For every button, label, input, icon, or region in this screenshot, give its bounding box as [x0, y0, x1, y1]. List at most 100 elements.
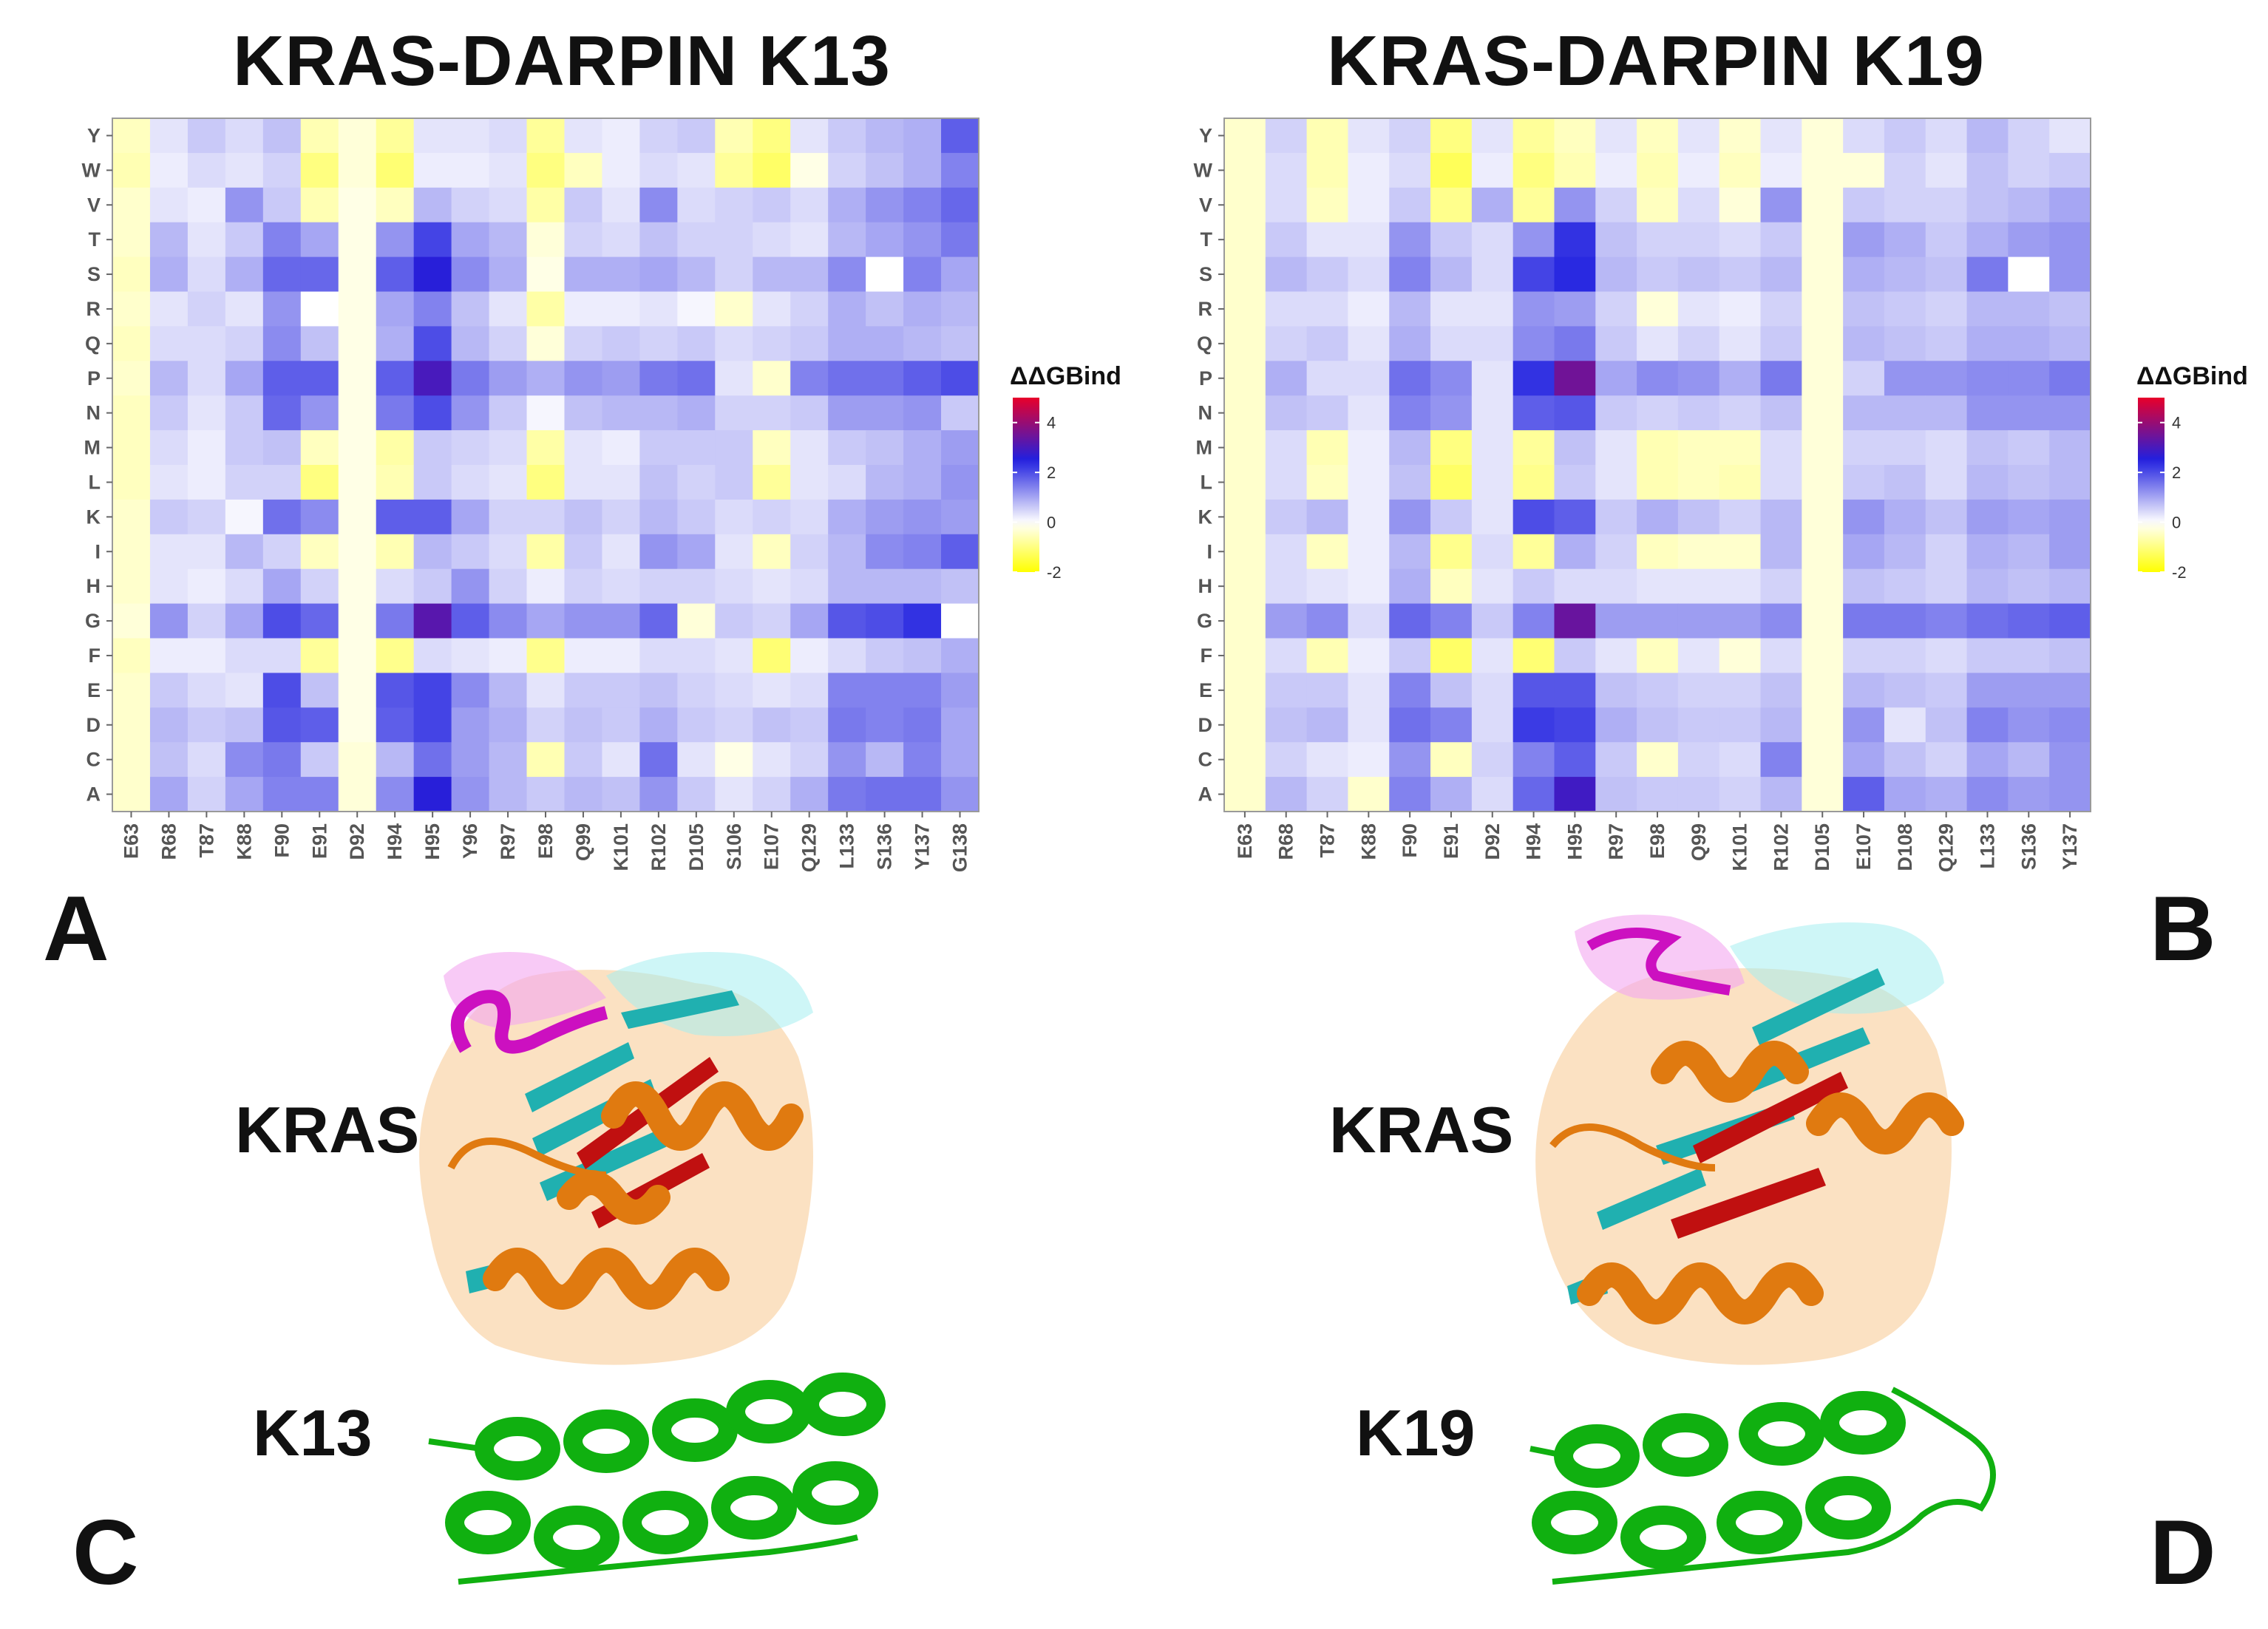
- heatmap-cell: [602, 534, 640, 570]
- heatmap-cell: [413, 638, 452, 673]
- heatmap-cell: [262, 638, 302, 673]
- heatmap-cell: [790, 638, 829, 673]
- heatmap-cell: [300, 499, 339, 535]
- heatmap-cell: [639, 673, 678, 708]
- heatmap-cell: [112, 707, 151, 743]
- heatmap-cell: [677, 187, 716, 223]
- heatmap-cell: [1430, 291, 1473, 327]
- colorbar-tick-label: 4: [1047, 414, 1056, 432]
- heatmap-cell: [639, 534, 678, 570]
- y-tick-label: V: [1199, 194, 1212, 216]
- y-tick-label: S: [87, 263, 101, 285]
- heatmap-cell: [2049, 638, 2091, 673]
- heatmap-cell: [1966, 118, 2009, 154]
- heatmap-cell: [1430, 465, 1473, 500]
- heatmap-cell: [753, 638, 791, 673]
- heatmap-cell: [2008, 152, 2050, 188]
- heatmap-cell: [1265, 707, 1308, 743]
- heatmap-cell: [715, 430, 753, 466]
- heatmap-cell: [753, 256, 791, 293]
- heatmap-cell: [1471, 707, 1514, 743]
- heatmap-cell: [639, 326, 678, 361]
- heatmap-cell: [225, 395, 264, 431]
- heatmap-cell: [1966, 777, 2009, 812]
- y-tick-label: E: [87, 679, 101, 701]
- heatmap-cell: [225, 742, 264, 778]
- heatmap-cell: [187, 673, 226, 708]
- heatmap-cell: [262, 568, 302, 605]
- heatmap-cell: [451, 534, 490, 570]
- heatmap-cell: [1760, 187, 1802, 223]
- heatmap-cell: [828, 187, 866, 223]
- heatmap-cell: [376, 187, 415, 223]
- heatmap-cell: [1224, 118, 1266, 154]
- heatmap-cell: [413, 430, 452, 466]
- heatmap-cell: [262, 395, 302, 431]
- heatmap-cell: [866, 673, 904, 708]
- colorbar-tick-label: 2: [2172, 463, 2181, 482]
- heatmap-cell: [526, 395, 566, 431]
- heatmap-cell: [2008, 395, 2050, 431]
- heatmap-cell: [1471, 568, 1514, 605]
- y-tick-label: A: [1198, 783, 1213, 806]
- heatmap-cell: [1843, 152, 1885, 188]
- heatmap-cell: [941, 742, 979, 778]
- x-tick-label: F90: [271, 823, 293, 858]
- heatmap-cell: [526, 742, 566, 778]
- heatmap-cell: [413, 326, 452, 361]
- heatmap-cell: [1637, 430, 1679, 466]
- heatmap-cell: [1348, 291, 1390, 327]
- heatmap-cell: [753, 326, 791, 361]
- x-tick-label: K88: [233, 823, 255, 860]
- heatmap-cell: [715, 499, 753, 535]
- panel-letter-d: D: [2150, 1502, 2216, 1604]
- heatmap-cell: [2049, 534, 2091, 570]
- heatmap-cell: [1224, 465, 1266, 500]
- heatmap-cell: [639, 222, 678, 258]
- heatmap-cell: [451, 673, 490, 708]
- heatmap-cell: [1595, 291, 1637, 327]
- heatmap-cell: [1719, 707, 1762, 743]
- heatmap-cell: [376, 673, 415, 708]
- heatmap-cell: [790, 395, 829, 431]
- heatmap-cell: [639, 638, 678, 673]
- heatmap-cell: [2049, 256, 2091, 293]
- heatmap-cell: [715, 361, 753, 396]
- heatmap-cell: [1802, 499, 1844, 535]
- heatmap-cell: [941, 534, 979, 570]
- y-tick-label: W: [1194, 159, 1213, 181]
- x-tick-label: E98: [534, 823, 557, 859]
- heatmap-cell: [2008, 499, 2050, 535]
- heatmap-cell: [866, 777, 904, 812]
- heatmap-cell: [1843, 568, 1885, 605]
- colorbar: [1013, 398, 1039, 572]
- heatmap-cell: [526, 465, 566, 500]
- heatmap-cell: [564, 673, 603, 708]
- heatmap-cell: [526, 326, 566, 361]
- heatmap-cell: [2008, 222, 2050, 258]
- heatmap-cell: [1802, 256, 1844, 293]
- heatmap-cell: [1719, 603, 1762, 639]
- heatmap-cell: [2008, 291, 2050, 327]
- heatmap-cell: [225, 222, 264, 258]
- heatmap-cell: [828, 534, 866, 570]
- heatmap-cell: [1430, 638, 1473, 673]
- heatmap-cell: [300, 395, 339, 431]
- heatmap-cell: [149, 568, 189, 605]
- heatmap-cell: [451, 118, 490, 154]
- heatmap-cell: [602, 465, 640, 500]
- heatmap-cell: [941, 152, 979, 188]
- heatmap-cell: [187, 534, 226, 570]
- heatmap-cell: [1389, 465, 1431, 500]
- heatmap-cell: [1430, 222, 1473, 258]
- heatmap-cell: [1760, 291, 1802, 327]
- heatmap-cell: [715, 152, 753, 188]
- heatmap-cell: [1677, 777, 1720, 812]
- heatmap-cell: [1925, 291, 1968, 327]
- heatmap-cell: [489, 395, 528, 431]
- heatmap-cell: [1348, 534, 1390, 570]
- heatmap-cell: [187, 291, 226, 327]
- heatmap-cell: [1925, 256, 1968, 293]
- x-tick-label: D108: [1894, 823, 1916, 871]
- x-tick-label: Q129: [1935, 823, 1958, 872]
